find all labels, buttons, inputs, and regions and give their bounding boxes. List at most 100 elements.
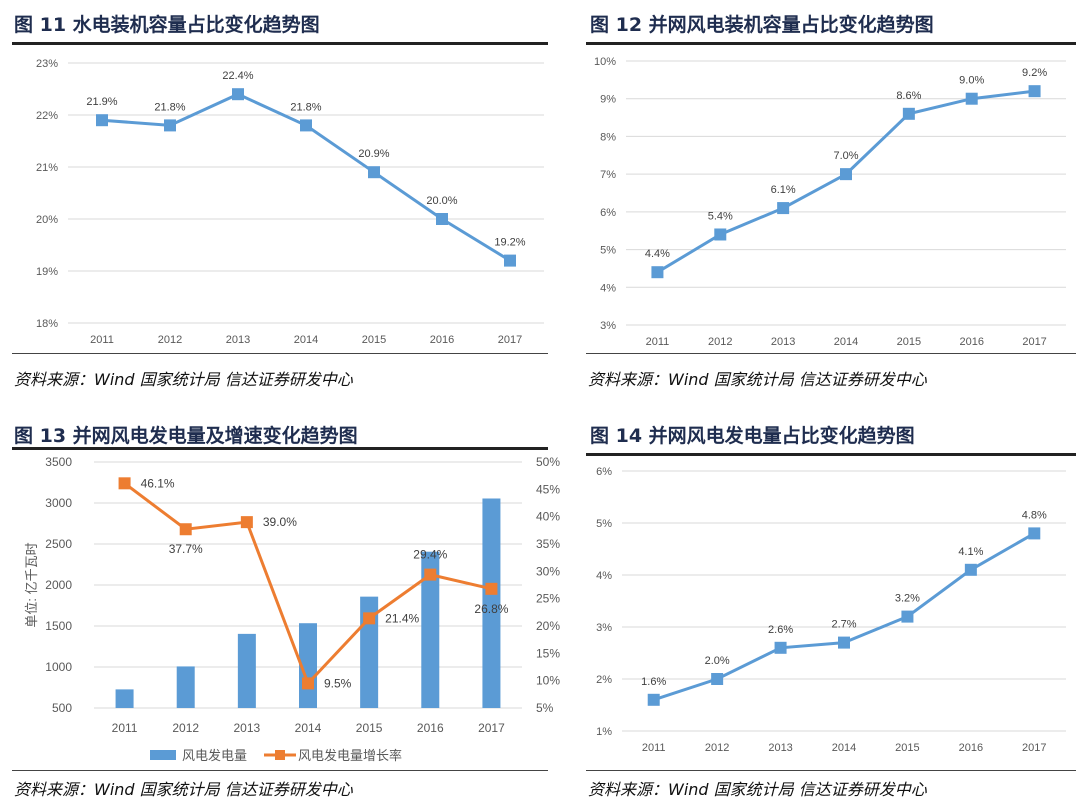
chart-hydro-share: 18% 19% 20% 21% 22% 23% 2011 2012 2013 2014 2015 20…: [36, 58, 544, 346]
data-label: 21.8%: [154, 101, 185, 113]
title-rule: [586, 453, 1076, 456]
y-tick-label: 6%: [600, 207, 616, 219]
x-tick-label: 2011: [646, 336, 670, 348]
x-tick-label: 2014: [832, 742, 856, 754]
divider: [12, 353, 548, 354]
data-label: 39.0%: [263, 515, 297, 529]
data-point: [436, 213, 448, 225]
x-tick-label: 2017: [1022, 742, 1046, 754]
data-label: 1.6%: [641, 676, 666, 688]
data-point: [647, 693, 660, 706]
x-tick-label: 2014: [295, 721, 322, 735]
y2-tick-label: 15%: [536, 646, 560, 660]
data-point: [965, 92, 978, 105]
source-note: 资料来源：Wind 国家统计局 信达证券研发中心: [14, 370, 353, 389]
chart-title-14: 图 14 并网风电发电量占比变化趋势图: [590, 425, 915, 447]
y2-tick-label: 10%: [536, 674, 560, 688]
divider: [586, 353, 1076, 354]
data-label: 26.8%: [474, 602, 508, 616]
data-label: 21.9%: [86, 96, 117, 108]
y-tick-label: 7%: [600, 169, 616, 181]
x-tick-label: 2011: [112, 721, 138, 735]
data-point: [232, 88, 244, 101]
y2-tick-label: 35%: [536, 537, 560, 551]
data-point: [164, 119, 176, 132]
data-label: 21.8%: [290, 101, 321, 113]
bar: [421, 551, 440, 708]
y-tick-label: 2000: [45, 578, 72, 592]
y2-tick-label: 45%: [536, 482, 560, 496]
data-label: 7.0%: [833, 150, 858, 162]
data-label: 8.6%: [896, 90, 921, 102]
y-tick-label: 1000: [45, 660, 72, 674]
data-label: 29.4%: [413, 548, 447, 562]
series-line: [101, 92, 511, 262]
data-point: [240, 516, 253, 529]
data-point: [118, 477, 131, 490]
x-tick-label: 2012: [158, 334, 182, 346]
x-tick-label: 2013: [234, 721, 261, 735]
x-tick-label: 2017: [498, 334, 522, 346]
y2-tick-label: 20%: [536, 619, 560, 633]
y-tick-label: 4%: [600, 282, 616, 294]
chart-wind-capacity-share: 3% 4% 5% 6% 7% 8% 9% 10% 2011 2012 2013 2014 2015 201…: [594, 56, 1066, 348]
x-tick-label: 2014: [834, 336, 858, 348]
data-label: 2.6%: [768, 624, 793, 636]
title-rule: [586, 42, 1076, 45]
data-label: 22.4%: [222, 70, 253, 82]
x-tick-label: 2016: [959, 742, 983, 754]
y-tick-label: 2%: [596, 674, 612, 686]
x-tick-label: 2013: [226, 334, 250, 346]
data-label: 9.0%: [959, 75, 984, 87]
data-point: [651, 266, 664, 279]
y-tick-label: 1%: [596, 726, 612, 738]
data-label: 5.4%: [708, 210, 733, 222]
data-label: 3.2%: [895, 593, 920, 605]
chart-title-13: 图 13 并网风电发电量及增速变化趋势图: [14, 425, 358, 447]
x-tick-label: 2016: [417, 721, 444, 735]
data-point: [711, 673, 724, 685]
chart-wind-generation-share: 1% 2% 3% 4% 5% 6% 2011 2012 2013 2014 2015 2016 2017…: [596, 466, 1066, 754]
y-tick-label: 5%: [596, 518, 612, 530]
x-tick-label: 2012: [172, 721, 199, 735]
source-note: 资料来源：Wind 国家统计局 信达证券研发中心: [588, 370, 927, 389]
y2-tick-label: 25%: [536, 592, 560, 606]
data-label: 4.8%: [1022, 509, 1047, 521]
divider: [12, 770, 548, 771]
y-tick-label: 23%: [36, 58, 58, 70]
x-tick-label: 2017: [478, 721, 505, 735]
y-tick-label: 3%: [596, 622, 612, 634]
data-point: [901, 610, 914, 623]
title-rule: [12, 447, 548, 450]
data-label: 21.4%: [385, 611, 419, 625]
y-axis-label: 单位: 亿千瓦时: [24, 542, 39, 627]
x-tick-label: 2015: [895, 742, 919, 754]
y-tick-label: 6%: [596, 466, 612, 478]
x-tick-label: 2012: [705, 742, 729, 754]
source-note: 资料来源：Wind 国家统计局 信达证券研发中心: [14, 780, 353, 799]
y-tick-label: 3000: [45, 496, 72, 510]
data-label: 2.7%: [831, 619, 856, 631]
y-tick-label: 19%: [36, 266, 58, 278]
data-label: 46.1%: [141, 476, 175, 490]
data-point: [777, 202, 790, 215]
y-tick-label: 10%: [594, 56, 616, 68]
bar: [482, 498, 501, 708]
data-point: [504, 254, 516, 267]
data-label: 37.7%: [169, 542, 203, 556]
chart-wind-generation: 500 1000 1500 2000 2500 3000 3500 5% 10% 15% 20% 25…: [24, 455, 560, 763]
data-label: 2.0%: [705, 655, 730, 667]
y2-tick-label: 40%: [536, 510, 560, 524]
y-tick-label: 4%: [596, 570, 612, 582]
x-tick-label: 2013: [768, 742, 792, 754]
data-point: [368, 166, 380, 179]
data-label: 4.4%: [645, 248, 670, 260]
divider: [586, 770, 1076, 771]
title-rule: [12, 42, 548, 45]
data-label: 4.1%: [958, 546, 983, 558]
x-tick-label: 2017: [1022, 336, 1046, 348]
data-label: 19.2%: [494, 237, 525, 249]
y-tick-label: 8%: [600, 131, 616, 143]
data-label: 20.0%: [426, 195, 457, 207]
data-point: [179, 523, 192, 536]
